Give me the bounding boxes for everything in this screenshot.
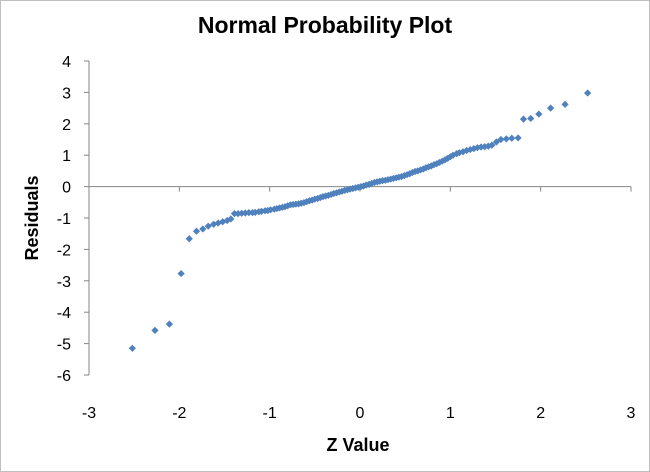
data-point xyxy=(422,164,430,172)
x-tick-label: 1 xyxy=(446,405,455,422)
data-point xyxy=(251,208,259,216)
data-point xyxy=(227,215,235,223)
data-point xyxy=(192,227,201,235)
data-point xyxy=(488,141,496,149)
data-point xyxy=(444,154,452,162)
y-tick-label: 3 xyxy=(62,85,71,102)
y-tick-label: 0 xyxy=(62,180,71,197)
data-point xyxy=(481,143,489,151)
data-point xyxy=(316,193,324,202)
data-point xyxy=(406,170,414,178)
data-point xyxy=(400,172,408,180)
data-points xyxy=(128,89,592,352)
data-point xyxy=(455,149,463,157)
y-tick-label: -3 xyxy=(57,274,71,291)
data-point xyxy=(584,89,592,97)
x-tick-label: 3 xyxy=(627,405,636,422)
data-point xyxy=(338,187,346,195)
data-point xyxy=(308,196,316,204)
data-point xyxy=(462,146,471,155)
data-point xyxy=(303,198,311,206)
data-point xyxy=(414,167,422,175)
data-point xyxy=(165,320,173,328)
data-point xyxy=(514,134,522,142)
data-point xyxy=(492,138,501,146)
chart-title: Normal Probability Plot xyxy=(197,12,453,38)
x-tick-label: -2 xyxy=(172,405,186,422)
data-point xyxy=(502,135,510,143)
data-point xyxy=(425,163,433,171)
y-tick-label: 4 xyxy=(62,54,71,71)
y-tick-label: -4 xyxy=(57,305,71,322)
data-point xyxy=(561,100,569,108)
x-axis-title: Z Value xyxy=(326,435,389,455)
y-tick-label: -1 xyxy=(57,211,71,228)
x-tick-label: -3 xyxy=(82,405,96,422)
data-point xyxy=(204,222,212,230)
data-point xyxy=(177,269,185,278)
data-point xyxy=(527,114,535,123)
y-tick-label: -5 xyxy=(57,337,71,354)
data-point xyxy=(430,161,438,169)
y-ticks: 4 3 2 1 0 -1 -2 -3 -4 -5 -6 xyxy=(57,54,89,385)
x-tick-label: -1 xyxy=(263,405,277,422)
data-point xyxy=(438,157,446,165)
data-point xyxy=(185,235,193,243)
y-tick-label: 2 xyxy=(62,117,71,134)
y-tick-label: -6 xyxy=(57,368,71,385)
data-point xyxy=(151,326,159,335)
data-point xyxy=(477,143,485,151)
data-point xyxy=(324,191,332,199)
data-point xyxy=(257,207,266,216)
y-tick-label: 1 xyxy=(62,148,71,165)
data-point xyxy=(547,104,555,112)
y-axis-title: Residuals xyxy=(22,175,42,260)
data-point xyxy=(535,110,543,118)
data-point xyxy=(327,190,335,199)
x-tick-label: 2 xyxy=(536,405,545,422)
data-point xyxy=(519,115,528,123)
data-point xyxy=(408,168,416,177)
data-point xyxy=(199,225,207,233)
x-tick-label: 0 xyxy=(356,405,365,422)
data-point xyxy=(128,344,136,352)
data-point xyxy=(332,189,341,197)
y-tick-label: -2 xyxy=(57,242,71,259)
data-point xyxy=(497,135,505,144)
x-ticks: -3 -2 -1 0 1 2 3 xyxy=(82,186,636,422)
data-point xyxy=(230,210,239,218)
data-point xyxy=(473,144,482,152)
data-point xyxy=(245,209,253,217)
data-point xyxy=(508,134,516,142)
